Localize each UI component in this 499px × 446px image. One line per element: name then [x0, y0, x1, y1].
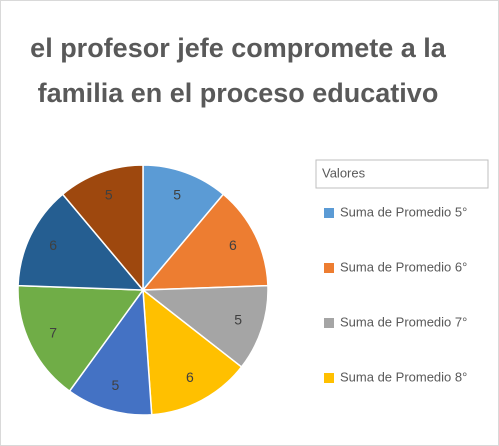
data-label: 6 [49, 237, 57, 253]
legend-swatch [324, 263, 334, 273]
legend-swatch [324, 208, 334, 218]
legend-label: Suma de Promedio 7° [340, 314, 467, 329]
chart-title: el profesor jefe compromete a la [30, 33, 447, 63]
legend-label: Suma de Promedio 5° [340, 204, 467, 219]
data-label: 5 [234, 312, 242, 328]
data-label: 5 [173, 187, 181, 203]
legend-title: Valores [322, 165, 366, 180]
legend-swatch [324, 373, 334, 383]
legend-swatch [324, 318, 334, 328]
data-label: 6 [186, 369, 194, 385]
pie-slice [142, 288, 243, 416]
legend-label: Suma de Promedio 6° [340, 259, 467, 274]
legend-header [315, 159, 489, 189]
data-label: 5 [105, 187, 113, 203]
pie-slice [141, 193, 269, 291]
pie-slice [17, 193, 145, 291]
pie-slice [17, 284, 145, 393]
data-label: 7 [49, 325, 57, 341]
pie-slice [142, 164, 225, 293]
chart-title: familia en el proceso educativo [38, 78, 439, 108]
data-label: 6 [229, 237, 237, 253]
pie-slice [140, 284, 269, 369]
pie-slice [68, 287, 153, 416]
pie-slice [61, 164, 144, 293]
data-label: 5 [112, 377, 120, 393]
legend-label: Suma de Promedio 8° [340, 369, 467, 384]
